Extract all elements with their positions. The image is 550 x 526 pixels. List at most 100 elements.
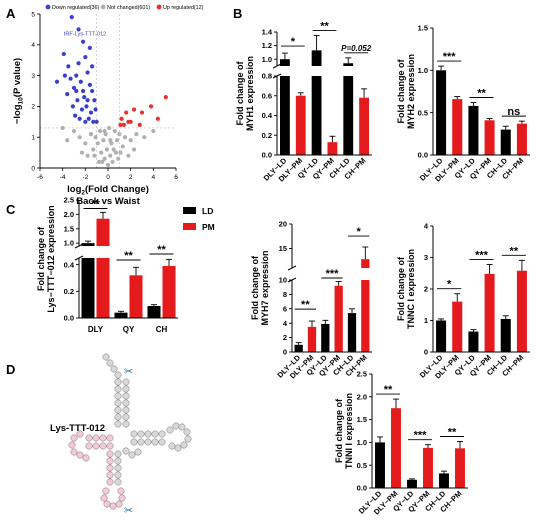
myh2-chart: 0.00.51.01.5DLY−LDDLY−PMQY−LDQY−PMCH−LDC… (396, 24, 530, 184)
x-tick-label: 2 (129, 174, 133, 181)
bar (500, 129, 511, 155)
y-tick-label: 1.5 (357, 415, 367, 424)
point-not-changed (111, 147, 116, 152)
point-down (88, 110, 94, 115)
nucleotide (184, 435, 192, 443)
point-not-changed (100, 159, 105, 164)
point-not-changed (120, 144, 125, 149)
bar (294, 344, 303, 352)
y-axis-title: MYH1 expression (245, 56, 255, 131)
nucleotide (128, 451, 136, 459)
point-down (74, 88, 79, 94)
y-axis-title: Fold change of (235, 60, 245, 125)
significance-label: ** (320, 20, 329, 32)
legend-label: Up regulated(12) (163, 5, 204, 11)
point-down (65, 91, 70, 97)
y-axis-title: Fold change of (396, 58, 406, 123)
point-not-changed (85, 153, 90, 158)
y-tick-label: 1.5 (418, 24, 428, 33)
point-not-changed (117, 132, 122, 137)
point-down (91, 119, 96, 124)
nucleotide (114, 378, 122, 386)
nucleotide (114, 420, 122, 428)
bar (452, 99, 463, 155)
nucleotide (114, 413, 122, 421)
myh1-chart: 0.00.20.40.60.81.01.21.4DLY−LDDLY−PMQY−L… (235, 20, 372, 184)
scissors-icon: ✂ (124, 366, 133, 378)
point-not-changed (134, 132, 139, 137)
point-down (85, 98, 90, 103)
y-tick-label: 0.0 (357, 484, 367, 493)
nucleotide (130, 430, 138, 438)
point-up (121, 122, 126, 127)
point-down (80, 39, 86, 44)
significance-label: ** (384, 384, 393, 396)
point-down (83, 55, 88, 60)
nucleotide (122, 420, 130, 428)
y-tick-label: 4 (424, 222, 429, 231)
point-not-changed (97, 128, 103, 134)
y-tick-label: 1.0 (357, 438, 367, 447)
nucleotide (106, 457, 114, 465)
nucleotide (85, 442, 93, 450)
bar (361, 259, 370, 268)
bar (129, 275, 143, 318)
nucleotide (106, 434, 114, 442)
y-tick-label: 0 (283, 348, 287, 357)
point-not-changed (108, 153, 113, 158)
point-not-changed (122, 135, 128, 140)
nucleotide (137, 430, 145, 438)
y-tick-label: 0 (31, 165, 35, 172)
y-axis-title: MYH7 expression (260, 250, 270, 325)
point-not-changed (88, 132, 94, 137)
nucleotide (122, 378, 130, 386)
point-down (54, 79, 60, 84)
point-down (92, 98, 97, 103)
significance-label: *** (414, 430, 428, 442)
point-down (84, 104, 89, 109)
bar (436, 320, 447, 352)
y-tick-label: 1.4 (262, 28, 273, 37)
y-tick-label: 2 (283, 333, 287, 342)
point-down (82, 95, 87, 100)
category-label: CH (156, 325, 168, 334)
y-tick-label: 2 (31, 104, 35, 111)
legend-label: Not changed(601) (107, 5, 150, 11)
nucleotide (106, 450, 114, 458)
significance-label: *** (443, 51, 457, 63)
nucleotide (137, 438, 145, 446)
significance-label: ** (510, 245, 519, 257)
nucleotide (70, 434, 78, 442)
y-axis-title: TNNI I expression (344, 393, 354, 469)
y-tick-label: 2 (424, 285, 428, 294)
point-not-changed (142, 135, 147, 140)
point-down (77, 116, 82, 121)
bar (468, 105, 479, 155)
bar (311, 50, 322, 66)
significance-label: ** (157, 244, 166, 256)
y-axis-title: TNNC I expression (406, 249, 416, 329)
nucleotide (106, 442, 114, 450)
annotation-label: tRF-Lys-TTT-012 (64, 32, 106, 38)
nucleotide (122, 413, 130, 421)
bar (280, 59, 290, 66)
point-down (69, 14, 74, 20)
panel-label-a: A (6, 6, 16, 21)
nucleotide (114, 385, 122, 393)
point-down (73, 113, 78, 118)
point-not-changed (112, 128, 117, 134)
bar (347, 313, 357, 352)
y-tick-label: 1.0 (418, 66, 428, 75)
point-down (71, 85, 77, 91)
point-not-changed (92, 153, 97, 158)
point-not-changed (128, 138, 133, 143)
nucleotide (106, 478, 114, 486)
nucleotide (70, 448, 78, 456)
nucleotide (106, 359, 114, 367)
bar (484, 273, 495, 352)
point-not-changed (83, 141, 88, 146)
trna-structure-diagram: Lys-TTT-012 ✂ ✂ (50, 353, 192, 517)
point-down (76, 61, 81, 66)
bar (147, 306, 161, 318)
